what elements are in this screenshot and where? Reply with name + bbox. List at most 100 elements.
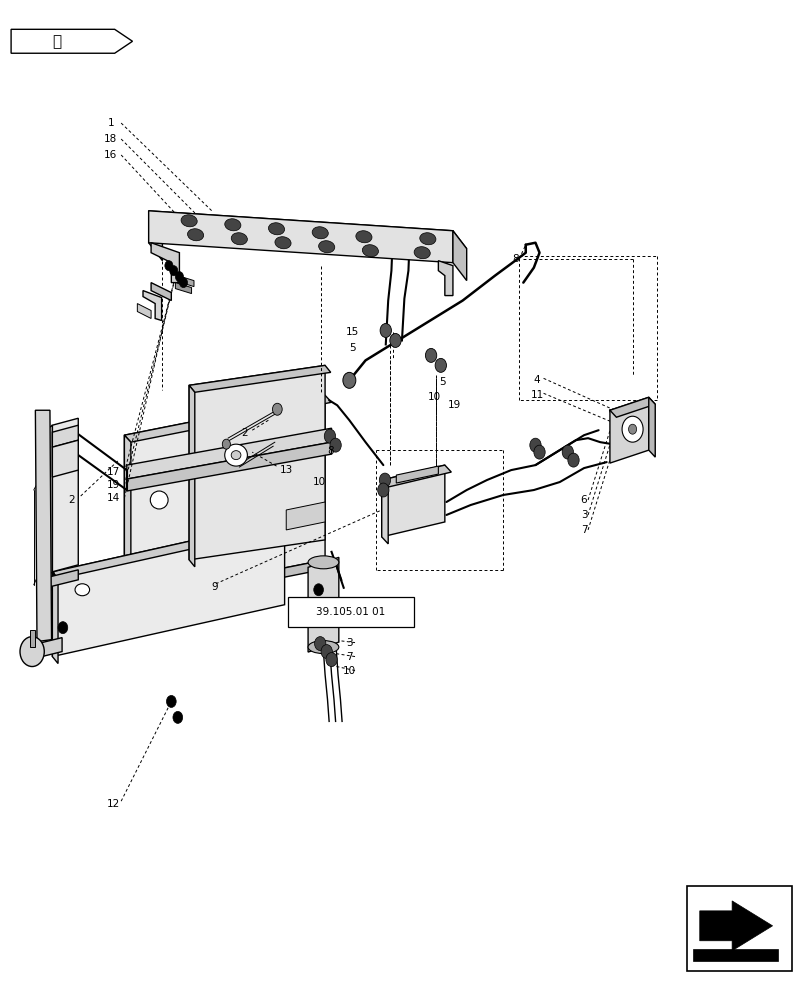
Polygon shape xyxy=(124,395,324,600)
Ellipse shape xyxy=(355,231,371,243)
Text: 5: 5 xyxy=(349,343,355,353)
Circle shape xyxy=(165,261,173,271)
Circle shape xyxy=(377,483,388,497)
Polygon shape xyxy=(127,428,331,479)
Polygon shape xyxy=(396,466,438,483)
Circle shape xyxy=(313,604,323,616)
Circle shape xyxy=(179,278,187,288)
Polygon shape xyxy=(30,630,36,647)
Polygon shape xyxy=(381,465,451,487)
Circle shape xyxy=(222,439,230,449)
Polygon shape xyxy=(52,425,78,447)
Polygon shape xyxy=(36,410,51,642)
Polygon shape xyxy=(11,29,132,53)
Polygon shape xyxy=(148,211,466,249)
Polygon shape xyxy=(453,231,466,281)
Ellipse shape xyxy=(231,233,247,245)
Text: 17: 17 xyxy=(106,467,119,477)
Polygon shape xyxy=(52,418,78,572)
Polygon shape xyxy=(52,572,58,664)
Polygon shape xyxy=(52,440,78,477)
Ellipse shape xyxy=(225,444,247,466)
Circle shape xyxy=(58,622,67,634)
Circle shape xyxy=(435,358,446,372)
Polygon shape xyxy=(124,395,331,442)
Circle shape xyxy=(272,403,282,415)
Text: 3: 3 xyxy=(345,638,352,648)
Polygon shape xyxy=(46,425,52,578)
Circle shape xyxy=(628,424,636,434)
Circle shape xyxy=(20,637,45,667)
Polygon shape xyxy=(693,949,777,961)
Ellipse shape xyxy=(187,229,204,241)
Text: 7: 7 xyxy=(345,652,352,662)
Ellipse shape xyxy=(181,215,197,227)
Polygon shape xyxy=(52,520,285,657)
Bar xyxy=(686,886,791,971)
Circle shape xyxy=(425,348,436,362)
Text: 15: 15 xyxy=(345,327,358,337)
Text: 19: 19 xyxy=(106,480,119,490)
Polygon shape xyxy=(46,570,78,588)
Ellipse shape xyxy=(225,219,241,231)
Circle shape xyxy=(561,445,573,459)
Text: 10: 10 xyxy=(342,666,355,676)
Circle shape xyxy=(389,333,401,347)
Ellipse shape xyxy=(362,245,378,257)
Polygon shape xyxy=(151,243,179,283)
Circle shape xyxy=(324,429,335,443)
Polygon shape xyxy=(381,465,444,537)
Ellipse shape xyxy=(275,237,290,249)
Polygon shape xyxy=(148,211,162,261)
Circle shape xyxy=(329,438,341,452)
Polygon shape xyxy=(34,638,62,659)
Text: 11: 11 xyxy=(530,390,543,400)
Ellipse shape xyxy=(419,233,436,245)
Polygon shape xyxy=(381,480,388,544)
Text: 1: 1 xyxy=(107,118,114,128)
Text: 4: 4 xyxy=(533,375,540,385)
Circle shape xyxy=(166,695,176,707)
Ellipse shape xyxy=(318,241,334,253)
Polygon shape xyxy=(175,283,191,294)
Polygon shape xyxy=(189,365,330,392)
Polygon shape xyxy=(124,435,131,607)
Text: 6: 6 xyxy=(580,495,586,505)
Text: 2: 2 xyxy=(68,495,75,505)
Text: 19: 19 xyxy=(448,400,461,410)
Circle shape xyxy=(567,453,578,467)
Ellipse shape xyxy=(307,556,338,569)
Text: 16: 16 xyxy=(104,150,117,160)
Polygon shape xyxy=(143,291,161,320)
Polygon shape xyxy=(148,211,453,263)
Circle shape xyxy=(320,645,332,659)
Polygon shape xyxy=(648,397,654,457)
Text: 18: 18 xyxy=(104,134,117,144)
Ellipse shape xyxy=(75,584,89,596)
Circle shape xyxy=(342,372,355,388)
Text: 5: 5 xyxy=(439,377,445,387)
Polygon shape xyxy=(151,283,171,301)
Circle shape xyxy=(380,323,391,337)
Circle shape xyxy=(621,416,642,442)
Text: ✋: ✋ xyxy=(52,34,61,49)
Ellipse shape xyxy=(268,223,284,235)
Ellipse shape xyxy=(311,227,328,239)
Polygon shape xyxy=(137,304,151,319)
Polygon shape xyxy=(286,502,324,530)
FancyBboxPatch shape xyxy=(287,597,414,627)
Circle shape xyxy=(313,584,323,596)
Circle shape xyxy=(325,653,337,667)
Polygon shape xyxy=(189,365,324,560)
Ellipse shape xyxy=(414,247,430,259)
Circle shape xyxy=(314,637,325,651)
Text: 10: 10 xyxy=(312,477,325,487)
Text: 12: 12 xyxy=(106,799,119,809)
Text: 2: 2 xyxy=(241,428,247,438)
Polygon shape xyxy=(699,901,771,951)
Ellipse shape xyxy=(231,451,241,460)
Text: 8: 8 xyxy=(511,254,518,264)
Circle shape xyxy=(173,711,182,723)
Polygon shape xyxy=(438,261,453,296)
Text: 39.105.01 01: 39.105.01 01 xyxy=(316,607,385,617)
